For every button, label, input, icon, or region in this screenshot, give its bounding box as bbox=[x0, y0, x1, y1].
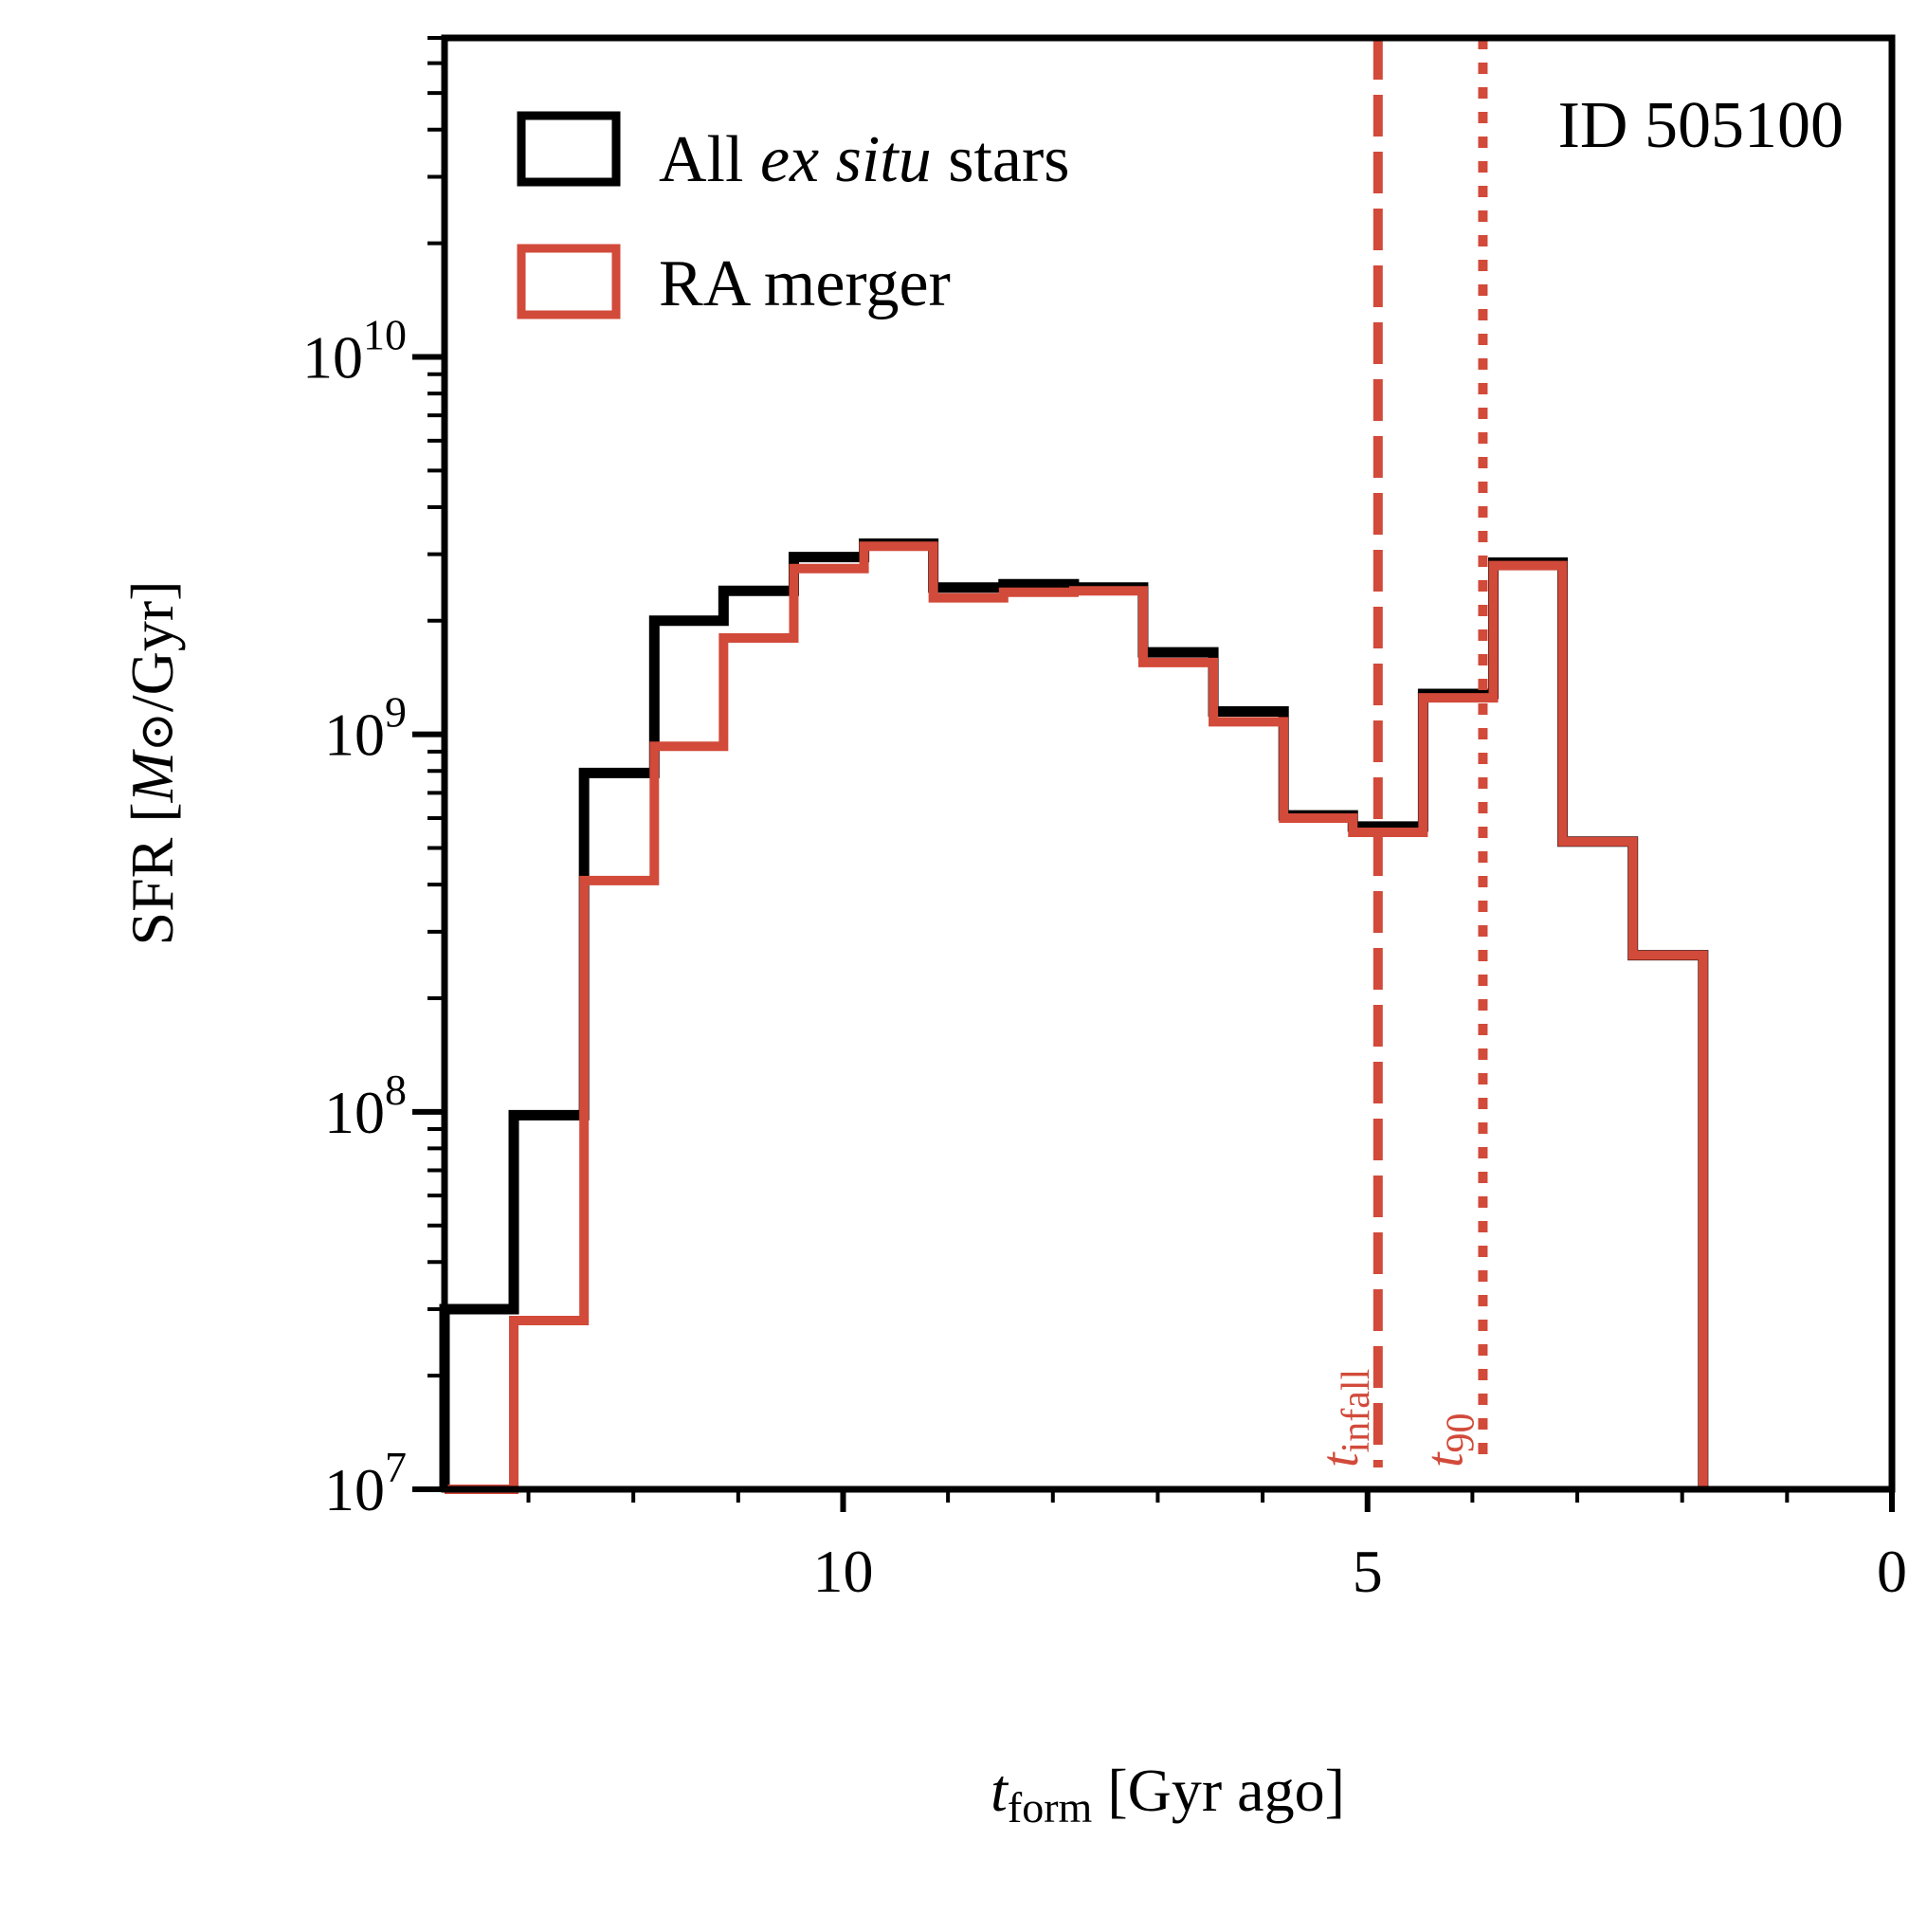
x-tick-label: 10 bbox=[812, 1538, 873, 1605]
series-ra-merger-line bbox=[445, 541, 1708, 1494]
y-tick-label: 109 bbox=[324, 688, 407, 769]
legend: All ex situ stars RA merger bbox=[517, 111, 1070, 320]
legend-swatch-ra-merger bbox=[517, 244, 621, 319]
plot-frame bbox=[441, 34, 1896, 1493]
series-all-ex-situ-line bbox=[439, 538, 1709, 1489]
x-tick-label: 0 bbox=[1877, 1538, 1907, 1605]
legend-label-ra-merger: RA merger bbox=[659, 247, 951, 320]
x-axis-title: tform [Gyr ago] bbox=[991, 1757, 1345, 1832]
legend-label-all-ex-situ: All ex situ stars bbox=[659, 123, 1070, 196]
x-tick-label: 5 bbox=[1353, 1538, 1383, 1605]
legend-swatch-all-ex-situ bbox=[517, 111, 621, 187]
marker-t_infall-label: tinfall bbox=[1311, 1369, 1378, 1467]
y-tick-label: 108 bbox=[324, 1066, 407, 1146]
marker-t_90-label: t90 bbox=[1415, 1413, 1482, 1467]
y-tick-label: 107 bbox=[324, 1443, 407, 1523]
y-axis-title: SFR [M⊙/Gyr] bbox=[118, 580, 186, 945]
galaxy-id-label: ID 505100 bbox=[1558, 89, 1844, 162]
y-tick-label: 1010 bbox=[302, 310, 407, 391]
